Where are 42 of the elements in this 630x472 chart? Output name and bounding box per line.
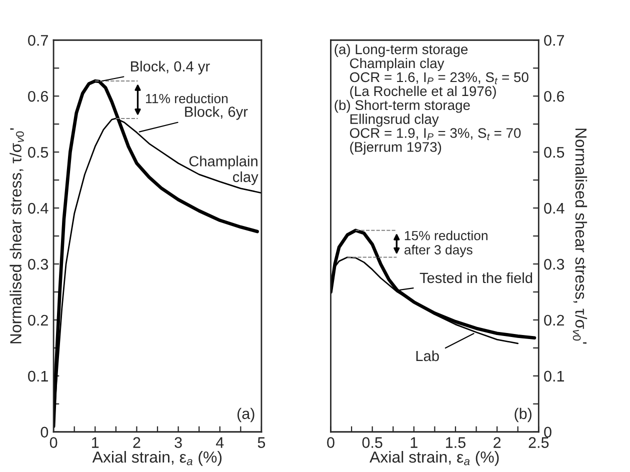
y-tick-label: 0.7 (28, 34, 48, 46)
y-tick-label: 0.3 (28, 258, 48, 270)
annotation: Champlain clay (189, 156, 258, 185)
y-tick-label: 0.6 (28, 90, 48, 102)
y-tick-label: 0.7 (544, 34, 564, 46)
x-tick-label: 3 (174, 437, 182, 448)
x-tick-label: 1.5 (446, 437, 466, 448)
series-label: Tested in the field (420, 272, 532, 284)
x-tick-label: 5 (258, 437, 266, 448)
x-axis-title: Axial strain, ε$_{a}$ (%) (370, 450, 499, 466)
y-tick-label: 0.3 (544, 258, 564, 270)
annotation: (a) (237, 408, 254, 422)
x-tick-label: 0 (50, 437, 58, 448)
y-tick-label: 0.1 (28, 370, 48, 382)
y-tick-label: 0.5 (28, 146, 48, 158)
x-tick-label: 2 (494, 437, 501, 448)
x-tick-label: 2 (133, 437, 140, 448)
annotation: 15% reduction after 3 days (404, 230, 488, 258)
y-axis-title: Normalised shear stress, τ/σ$_{v0}$' (10, 128, 24, 344)
text: Block, 6yr (185, 106, 248, 120)
x-axis-title: Axial strain, ε$_{a}$ (%) (92, 450, 222, 466)
y-tick-label: 0.1 (544, 370, 564, 382)
y-tick-label: 0.4 (28, 202, 48, 214)
x-tick-label: 0.5 (362, 437, 382, 448)
y-tick-label: 0 (544, 426, 552, 438)
x-tick-label: 2.5 (528, 437, 549, 448)
text: (a) Long-term storage Champlain clay OCR = 1.6, I$_{P}$ = 23%, S$_{t}$ = 50 (La Rochelle et al 1976) (b) Short-term storage Ellingsrud clay OCR = 1.9, I$_{P}$ = 3%, S$_{t}$ = 70 (Bjerrum 1973) (334, 44, 528, 155)
series-label: Block, 0.4 yr (131, 60, 210, 74)
annotation: 11% reduction (146, 94, 228, 104)
y-tick-label: 0 (40, 426, 48, 438)
y-tick-label: 0.2 (28, 314, 48, 326)
y-tick-label: 0.2 (544, 314, 564, 326)
x-tick-label: 1 (92, 437, 99, 448)
annotation: (b) (514, 408, 532, 422)
x-tick-label: 0 (327, 437, 334, 448)
text: Lab (416, 350, 439, 362)
y-axis-title: Normalised shear stress, τ/σ$_{v0}$' (572, 128, 588, 344)
y-tick-label: 0.5 (544, 146, 564, 158)
x-tick-label: 1 (410, 437, 418, 448)
x-tick-label: 4 (216, 437, 224, 448)
y-tick-label: 0.6 (544, 90, 564, 102)
y-tick-label: 0.4 (544, 202, 564, 214)
